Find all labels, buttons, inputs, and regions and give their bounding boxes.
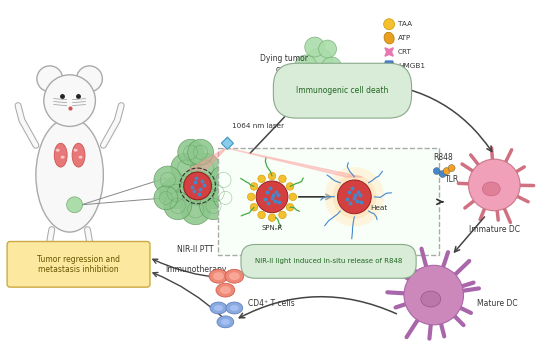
Circle shape — [171, 153, 201, 183]
Ellipse shape — [482, 182, 501, 196]
Circle shape — [439, 171, 446, 178]
Circle shape — [76, 66, 102, 92]
Ellipse shape — [209, 269, 228, 283]
Text: CD4⁺ T cells: CD4⁺ T cells — [248, 299, 295, 308]
Text: Heat: Heat — [370, 205, 388, 211]
Circle shape — [44, 75, 95, 126]
Circle shape — [404, 265, 464, 325]
Circle shape — [384, 19, 394, 30]
Ellipse shape — [74, 149, 78, 152]
Circle shape — [191, 153, 221, 183]
Circle shape — [181, 195, 211, 225]
Circle shape — [268, 172, 276, 180]
Text: TLR: TLR — [444, 176, 459, 184]
Ellipse shape — [384, 32, 394, 44]
Circle shape — [338, 180, 371, 214]
Polygon shape — [222, 137, 233, 149]
Polygon shape — [383, 61, 395, 72]
Text: HMGB1: HMGB1 — [398, 63, 425, 69]
Ellipse shape — [213, 272, 224, 280]
Circle shape — [258, 211, 266, 219]
Text: Mature DC: Mature DC — [477, 299, 518, 308]
Circle shape — [160, 177, 191, 209]
Circle shape — [37, 66, 63, 92]
Circle shape — [287, 183, 294, 190]
Circle shape — [279, 211, 286, 219]
Ellipse shape — [54, 143, 67, 167]
Circle shape — [164, 192, 191, 220]
Polygon shape — [385, 48, 393, 56]
Circle shape — [248, 193, 255, 201]
Circle shape — [188, 139, 213, 165]
Circle shape — [333, 175, 376, 219]
FancyBboxPatch shape — [218, 148, 439, 255]
Circle shape — [67, 197, 82, 213]
Ellipse shape — [60, 156, 65, 159]
Ellipse shape — [217, 316, 234, 328]
Circle shape — [295, 55, 317, 77]
Text: Immunogenic cell death: Immunogenic cell death — [296, 86, 389, 95]
Circle shape — [184, 172, 212, 200]
Polygon shape — [227, 148, 362, 177]
Ellipse shape — [226, 302, 243, 314]
Ellipse shape — [221, 319, 230, 325]
Ellipse shape — [225, 269, 244, 283]
Circle shape — [305, 37, 324, 57]
Circle shape — [268, 214, 276, 221]
Text: ATP: ATP — [398, 35, 411, 41]
Circle shape — [307, 48, 333, 74]
Circle shape — [448, 164, 455, 172]
Text: Tumor regression and
metastasis inhibition: Tumor regression and metastasis inhibiti… — [37, 255, 120, 274]
Text: Immature DC: Immature DC — [469, 225, 520, 234]
FancyBboxPatch shape — [7, 241, 150, 287]
Ellipse shape — [56, 149, 60, 152]
Text: 1064 nm laser: 1064 nm laser — [232, 124, 284, 129]
Ellipse shape — [79, 156, 82, 159]
Text: Dying tumor
cells: Dying tumor cells — [260, 54, 308, 74]
Circle shape — [200, 192, 227, 220]
Circle shape — [258, 175, 266, 183]
Circle shape — [213, 186, 237, 210]
Ellipse shape — [220, 286, 231, 294]
Ellipse shape — [44, 268, 56, 274]
Text: CD8⁺ T cells: CD8⁺ T cells — [248, 267, 295, 276]
Circle shape — [250, 183, 258, 190]
Circle shape — [443, 168, 450, 174]
Circle shape — [210, 166, 237, 194]
Circle shape — [256, 181, 288, 213]
Ellipse shape — [72, 143, 85, 167]
Text: TAA: TAA — [398, 21, 412, 27]
Circle shape — [178, 139, 204, 165]
Ellipse shape — [421, 291, 441, 307]
Ellipse shape — [230, 305, 239, 311]
Circle shape — [324, 167, 384, 227]
Circle shape — [469, 159, 520, 211]
Text: NIR-II light induced in-situ release of R848: NIR-II light induced in-situ release of … — [255, 258, 402, 265]
Circle shape — [279, 175, 286, 183]
Ellipse shape — [229, 272, 240, 280]
Circle shape — [433, 168, 440, 174]
Polygon shape — [188, 147, 227, 170]
Text: Immunotherapy: Immunotherapy — [165, 265, 226, 274]
Circle shape — [318, 40, 337, 58]
Circle shape — [178, 170, 213, 206]
Circle shape — [289, 193, 296, 201]
Circle shape — [154, 186, 178, 210]
Circle shape — [154, 166, 182, 194]
Ellipse shape — [210, 302, 227, 314]
Circle shape — [200, 177, 232, 209]
Ellipse shape — [216, 283, 235, 297]
Circle shape — [250, 204, 258, 211]
Circle shape — [287, 204, 294, 211]
Text: R848: R848 — [433, 153, 453, 162]
Text: CRT: CRT — [398, 49, 412, 55]
Ellipse shape — [84, 268, 95, 274]
Ellipse shape — [36, 118, 103, 232]
Text: NIR-II PTT: NIR-II PTT — [177, 245, 214, 254]
Circle shape — [322, 57, 342, 77]
Text: SPNₙR: SPNₙR — [261, 225, 283, 231]
Ellipse shape — [214, 305, 223, 311]
